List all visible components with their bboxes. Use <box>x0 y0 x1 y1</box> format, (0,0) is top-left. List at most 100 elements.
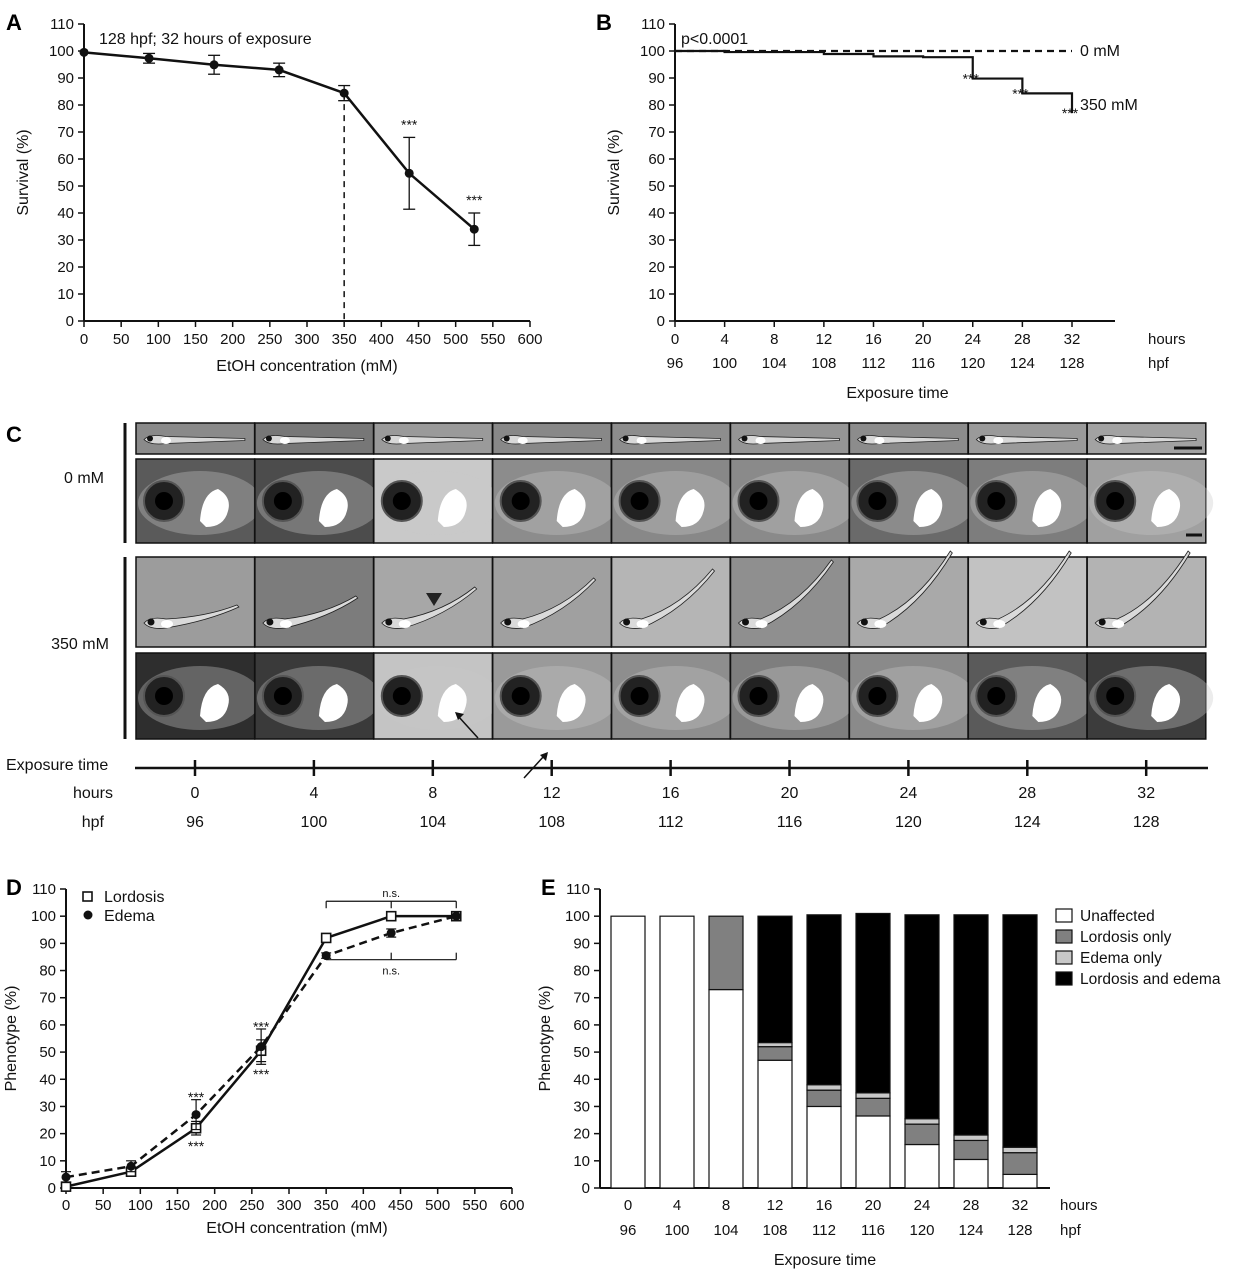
chart-e-hpf-label: hpf <box>1060 1222 1082 1239</box>
larva-image-background <box>729 556 850 648</box>
chart-a-y-tick-label: 20 <box>57 259 74 276</box>
chart-b-significance: *** <box>963 71 980 87</box>
chart-a-y-tick-label: 40 <box>57 205 74 222</box>
chart-e-bar-segment-unaffected <box>953 1158 989 1189</box>
larva-image-tile <box>967 422 1088 455</box>
chart-e-y-tick-label: 50 <box>573 1044 590 1061</box>
chart-a-x-axis-label: EtOH concentration (mM) <box>216 358 397 375</box>
chart-e-bar-segment-lordosis-and-edema <box>904 914 940 1120</box>
chart-b-y-tick-label: 50 <box>648 178 665 195</box>
chart-a-point <box>79 47 89 57</box>
larva-swim-bladder <box>1032 489 1062 527</box>
chart-d-point-lordosis <box>60 1181 72 1192</box>
chart-b-hpf-tick-label: 108 <box>811 355 836 372</box>
larva-image-tile <box>729 652 857 740</box>
chart-d-x-tick-label: 500 <box>425 1197 450 1214</box>
chart-e-hpf-tick-label: 108 <box>762 1222 787 1239</box>
larva-pupil <box>155 492 173 510</box>
larva-image-tile <box>254 556 375 648</box>
chart-e-bar-segment-unaffected <box>904 1143 940 1189</box>
chart-a-x-tick-label: 350 <box>332 331 357 348</box>
larva-image-tile <box>135 652 262 740</box>
larva-eye <box>860 435 867 442</box>
chart-d-point-edema <box>191 1110 201 1120</box>
chart-e-bar-segment-unaffected <box>1002 1173 1038 1189</box>
chart-e-y-tick-label: 30 <box>573 1098 590 1115</box>
larva-swim-bladder <box>279 437 290 444</box>
time-axis-hours-tick: 16 <box>662 785 680 802</box>
chart-d-x-tick-label: 300 <box>276 1197 301 1214</box>
chart-a-x-tick-label: 400 <box>369 331 394 348</box>
larva-image-tile <box>610 556 731 648</box>
larva-image-tile <box>254 458 381 544</box>
larva-swim-bladder <box>517 620 530 628</box>
chart-b-series-0mm-label: 0 mM <box>1080 43 1120 60</box>
chart-e-hours-tick-label: 20 <box>865 1197 882 1214</box>
larva-swim-bladder <box>1112 620 1125 628</box>
chart-d-y-tick-label: 80 <box>39 963 56 980</box>
chart-d-x-axis-label: EtOH concentration (mM) <box>206 1220 387 1237</box>
chart-e-y-tick-label: 60 <box>573 1017 590 1034</box>
larva-image-tile <box>491 422 613 455</box>
larva-eye <box>147 435 153 442</box>
chart-e-y-tick-label: 80 <box>573 963 590 980</box>
chart-b-hours-label: hours <box>1148 331 1186 348</box>
larva-swim-bladder <box>1112 437 1123 444</box>
chart-d-x-tick-label: 400 <box>351 1197 376 1214</box>
chart-a-y-tick-label: 10 <box>57 286 74 303</box>
chart-d-y-tick-label: 50 <box>39 1044 56 1061</box>
chart-d-y-tick-label: 70 <box>39 990 56 1007</box>
chart-d-y-tick-label: 30 <box>39 1098 56 1115</box>
group-label-350mm: 350 mM <box>51 636 109 653</box>
larva-swim-bladder <box>1032 684 1062 722</box>
chart-d-y-tick-label: 100 <box>31 908 56 925</box>
larva-swim-bladder <box>161 620 173 628</box>
chart-b-hpf-tick-label: 116 <box>911 355 935 372</box>
chart-b-y-tick-label: 100 <box>640 43 665 60</box>
time-axis-hpf-tick: 116 <box>777 814 803 831</box>
chart-b-y-tick-label: 70 <box>648 124 665 141</box>
larva-swim-bladder <box>755 437 766 444</box>
larva-image-tile <box>135 458 262 544</box>
larva-image-tile <box>1086 550 1207 648</box>
chart-d-x-tick-label: 100 <box>128 1197 153 1214</box>
panel-b-survival-over-time: 0 10 20 30 40 50 60 70 80 90 100 110 Survival (%) 0 96… <box>606 16 1186 402</box>
chart-b-x-axis-label: Exposure time <box>846 385 948 402</box>
chart-a-annotation: 128 hpf; 32 hours of exposure <box>99 31 312 48</box>
panel-letter-d: D <box>6 875 22 900</box>
chart-b-pvalue: p<0.0001 <box>681 31 748 48</box>
larva-swim-bladder <box>437 684 467 722</box>
chart-d-significance: *** <box>188 1089 205 1105</box>
chart-b-y-tick-label: 30 <box>648 232 665 249</box>
larva-eye <box>265 435 272 442</box>
larva-image-tile <box>967 652 1095 740</box>
larva-swim-bladder <box>794 489 824 527</box>
larva-swim-bladder <box>675 684 705 722</box>
chart-e-bar-segment-lordosis-only <box>855 1097 891 1117</box>
time-axis-hpf-label: hpf <box>82 814 105 831</box>
chart-d-legend-lordosis: Lordosis <box>104 889 164 906</box>
chart-d-x-tick-label: 600 <box>499 1197 524 1214</box>
chart-a-x-tick-label: 0 <box>80 331 88 348</box>
chart-a-point <box>469 224 479 234</box>
arrow-edema-1 <box>457 715 479 739</box>
chart-e-hpf-tick-label: 100 <box>664 1222 689 1239</box>
chart-e-bar-segment-lordosis-only <box>757 1046 793 1061</box>
larva-image-tile <box>373 458 500 544</box>
chart-d-y-tick-label: 0 <box>48 1180 56 1197</box>
larva-pupil <box>987 687 1006 705</box>
chart-e-hours-tick-label: 8 <box>722 1197 730 1214</box>
larva-swim-bladder <box>636 437 647 444</box>
chart-b-hours-tick-label: 24 <box>964 331 981 348</box>
chart-b-series-350mm <box>675 49 1074 114</box>
chart-d-significance: *** <box>253 1066 270 1082</box>
chart-e-bar-segment-unaffected <box>806 1105 842 1189</box>
chart-a-y-tick-label: 50 <box>57 178 74 195</box>
chart-b-hours-tick-label: 8 <box>770 331 778 348</box>
chart-d-point-edema <box>451 911 461 921</box>
chart-d-legend-edema: Edema <box>104 908 155 925</box>
chart-d-significance: *** <box>188 1138 205 1154</box>
chart-a-y-tick-label: 0 <box>66 313 74 330</box>
time-axis-hours-tick: 12 <box>543 785 561 802</box>
chart-b-y-tick-label: 0 <box>657 313 665 330</box>
